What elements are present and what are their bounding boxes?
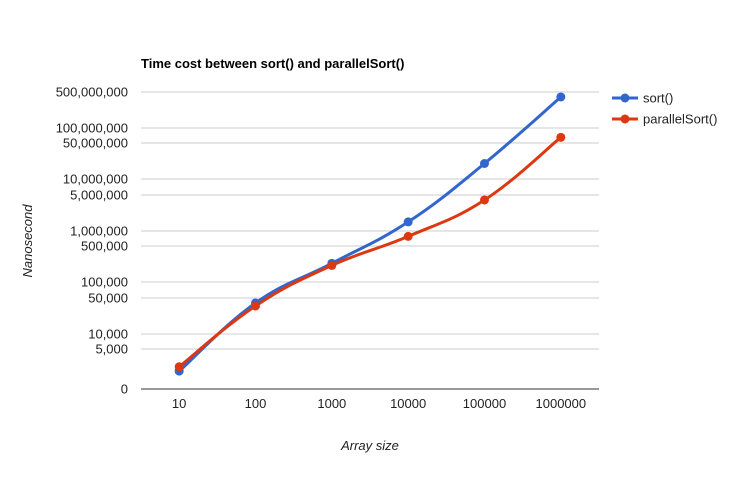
chart-title: Time cost between sort() and parallelSor… (141, 56, 404, 71)
data-point[interactable] (480, 195, 489, 205)
y-tick-label: 50,000,000 (63, 136, 128, 151)
x-tick-label: 1000 (317, 396, 346, 411)
y-axis-label: Nanosecond (20, 204, 35, 278)
y-tick-label: 5,000,000 (70, 188, 128, 203)
legend: sort() parallelSort() (612, 91, 717, 127)
series-line-1 (178, 136, 562, 368)
data-point[interactable] (556, 92, 566, 102)
data-point[interactable] (403, 231, 413, 241)
x-tick-label: 10000 (390, 396, 426, 411)
y-tick-label: 5,000 (95, 342, 128, 357)
y-tick-label: 500,000 (81, 239, 128, 254)
series-line-0 (178, 95, 562, 373)
x-tick-label: 1000000 (536, 396, 587, 411)
x-tick-label: 10 (172, 396, 186, 411)
y-tick-label: 1,000,000 (70, 224, 128, 239)
x-tick-label: 100000 (463, 396, 506, 411)
y-tick-label: 500,000,000 (56, 85, 128, 100)
data-point[interactable] (174, 362, 184, 372)
data-point[interactable] (403, 217, 413, 227)
data-point[interactable] (480, 158, 489, 168)
y-tick-label: 0 (121, 382, 128, 397)
y-tick-label: 100,000 (81, 275, 128, 290)
data-point[interactable] (556, 132, 566, 142)
y-tick-label: 10,000,000 (63, 172, 128, 187)
y-tick-label: 50,000 (88, 291, 128, 306)
legend-swatch-marker (620, 93, 630, 103)
y-tick-label: 100,000,000 (56, 121, 128, 136)
legend-label: parallelSort() (643, 112, 717, 127)
legend-label: sort() (643, 91, 673, 106)
data-point[interactable] (251, 301, 260, 311)
y-tick-label: 10,000 (88, 327, 128, 342)
x-tick-label: 100 (245, 396, 267, 411)
legend-swatch-marker (620, 114, 630, 124)
x-axis-label: Array size (340, 438, 399, 453)
data-point[interactable] (327, 260, 337, 270)
